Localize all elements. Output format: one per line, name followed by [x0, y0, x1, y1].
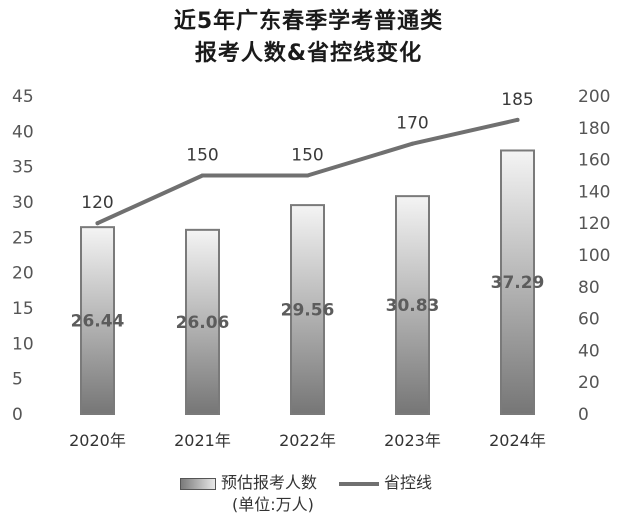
line-series: 120 150 150 170 185 [81, 90, 534, 226]
right-tick-label: 20 [578, 373, 600, 393]
legend-bar-swatch [180, 478, 216, 490]
bar-value-label: 29.56 [281, 301, 335, 321]
line-value-label: 150 [291, 146, 323, 166]
left-tick-label: 5 [12, 370, 23, 390]
line-point [410, 141, 415, 146]
x-tick-label: 2023年 [384, 431, 441, 450]
line-value-label: 170 [396, 114, 428, 134]
line-point [200, 173, 205, 178]
legend-bar-unit: (单位:万人) [232, 495, 314, 514]
right-tick-label: 160 [578, 151, 610, 171]
left-tick-label: 10 [12, 334, 34, 354]
left-tick-label: 25 [12, 228, 34, 248]
bar-value-label: 37.29 [491, 273, 545, 293]
chart-title-line-2: 报考人数&省控线变化 [194, 41, 423, 66]
right-tick-label: 200 [578, 87, 610, 107]
line-value-label: 120 [81, 193, 113, 213]
line-point [95, 221, 100, 226]
left-tick-label: 40 [12, 122, 34, 142]
bar [290, 204, 325, 415]
left-tick-label: 45 [12, 87, 34, 107]
right-tick-label: 0 [578, 405, 589, 425]
bar-value-label: 26.44 [71, 312, 125, 332]
bar [500, 149, 535, 415]
left-tick-label: 35 [12, 158, 34, 178]
line-value-label: 185 [501, 90, 533, 110]
bar [185, 228, 220, 415]
chart-title: 近5年广东春季学考普通类 报考人数&省控线变化 [0, 6, 617, 70]
chart-title-line-1: 近5年广东春季学考普通类 [173, 9, 444, 34]
legend-line-swatch [339, 482, 379, 486]
bar-value-label: 30.83 [386, 296, 440, 316]
right-tick-label: 180 [578, 119, 610, 139]
legend-bar-label: 预估报考人数 [221, 473, 318, 492]
combo-chart: 0 5 10 15 20 25 30 35 40 45 0 20 40 60 80 100 120 140 160… [12, 87, 610, 450]
x-tick-label: 2024年 [489, 431, 546, 450]
bar [395, 195, 430, 415]
right-tick-label: 100 [578, 246, 610, 266]
right-tick-label: 40 [578, 341, 600, 361]
x-tick-label: 2021年 [174, 431, 231, 450]
line-value-label: 150 [186, 146, 218, 166]
left-axis: 0 5 10 15 20 25 30 35 40 45 [12, 87, 34, 425]
left-tick-label: 20 [12, 264, 34, 284]
legend-line-label: 省控线 [384, 473, 433, 492]
right-tick-label: 120 [578, 214, 610, 234]
right-axis: 0 20 40 60 80 100 120 140 160 180 200 [578, 87, 610, 425]
bar [80, 226, 115, 415]
right-tick-label: 140 [578, 182, 610, 202]
x-tick-label: 2020年 [69, 431, 126, 450]
bar-value-label: 26.06 [176, 313, 230, 333]
x-axis: 2020年 2021年 2022年 2023年 2024年 [69, 431, 546, 450]
line-point [305, 173, 310, 178]
left-tick-label: 0 [12, 405, 23, 425]
x-tick-label: 2022年 [279, 431, 336, 450]
left-tick-label: 15 [12, 299, 34, 319]
right-tick-label: 60 [578, 310, 600, 330]
left-tick-label: 30 [12, 193, 34, 213]
legend: 预估报考人数 (单位:万人) 省控线 [0, 470, 617, 518]
bar-series: 26.44 26.06 29.56 30.83 37.29 [71, 149, 545, 415]
line-point [515, 117, 520, 122]
right-tick-label: 80 [578, 278, 600, 298]
